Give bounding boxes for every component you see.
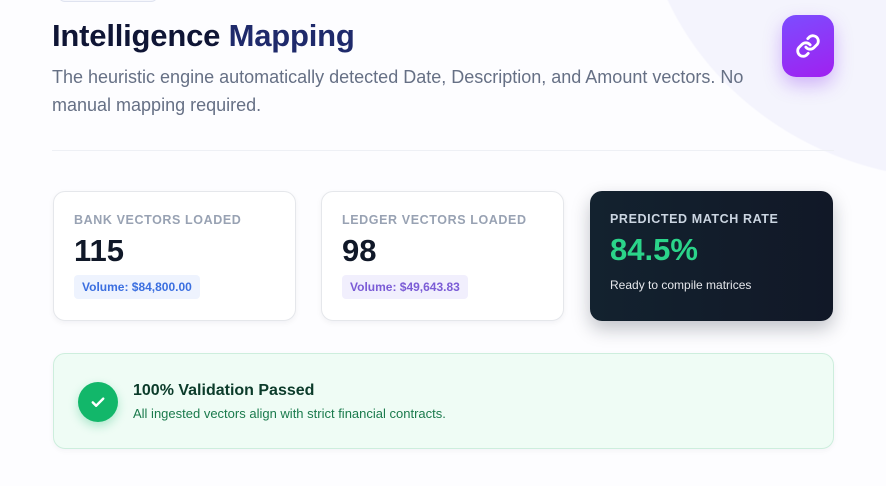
bank-vectors-card: BANK VECTORS LOADED 115 Volume: $84,800.…: [53, 191, 296, 321]
page-title: Intelligence Mapping: [52, 18, 355, 54]
link-icon-badge: [782, 15, 834, 77]
title-part-2: Mapping: [228, 18, 355, 53]
divider: [52, 150, 834, 151]
bank-vectors-count: 115: [74, 233, 125, 268]
page-subtitle: The heuristic engine automatically detec…: [52, 67, 744, 115]
ledger-vectors-count: 98: [342, 233, 377, 268]
match-rate-label: PREDICTED MATCH RATE: [610, 212, 779, 226]
validation-title: 100% Validation Passed: [133, 382, 315, 399]
title-part-1: Intelligence: [52, 18, 221, 53]
match-rate-note: Ready to compile matrices: [610, 278, 752, 292]
check-icon: [78, 382, 118, 422]
validation-message: All ingested vectors align with strict f…: [133, 406, 446, 421]
match-rate-value: 84.5%: [610, 232, 698, 267]
top-chip: [58, 0, 158, 2]
ledger-vectors-label: LEDGER VECTORS LOADED: [342, 213, 527, 227]
ledger-vectors-card: LEDGER VECTORS LOADED 98 Volume: $49,643…: [321, 191, 564, 321]
link-icon: [796, 34, 820, 58]
match-rate-card: PREDICTED MATCH RATE 84.5% Ready to comp…: [590, 191, 833, 321]
ledger-volume-badge: Volume: $49,643.83: [342, 275, 468, 299]
validation-banner: 100% Validation Passed All ingested vect…: [53, 353, 834, 449]
bank-vectors-label: BANK VECTORS LOADED: [74, 213, 242, 227]
bank-volume-badge: Volume: $84,800.00: [74, 275, 200, 299]
